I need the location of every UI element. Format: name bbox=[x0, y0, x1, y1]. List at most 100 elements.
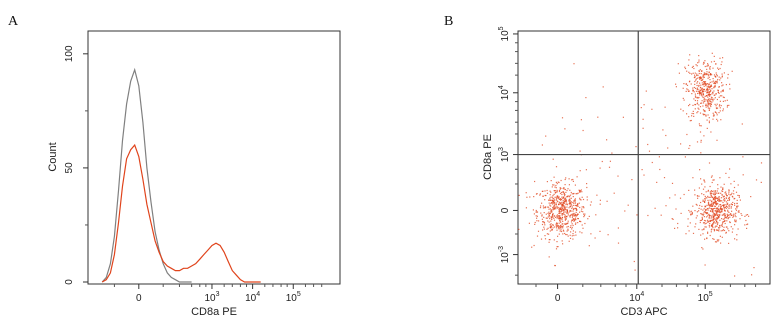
dotplot-point bbox=[703, 85, 705, 87]
dotplot-point bbox=[548, 213, 551, 215]
dotplot-point bbox=[700, 102, 702, 104]
dotplot-point bbox=[671, 182, 674, 184]
dotplot-point bbox=[555, 227, 558, 229]
dotplot-point bbox=[558, 233, 560, 235]
dotplot-point bbox=[544, 207, 546, 209]
dotplot-point bbox=[557, 246, 559, 248]
dotplot-point bbox=[714, 86, 716, 88]
dotplot-point bbox=[559, 212, 561, 215]
dotplot-point bbox=[718, 198, 720, 200]
dotplot-point bbox=[703, 76, 705, 78]
dotplot-point bbox=[695, 90, 698, 92]
dotplot-point bbox=[705, 104, 707, 106]
dotplot-point bbox=[737, 228, 739, 230]
dotplot-x-tick-label: 105 bbox=[698, 291, 713, 304]
dotplot-point bbox=[575, 219, 577, 221]
dotplot-point bbox=[573, 234, 575, 237]
dotplot-point bbox=[554, 206, 556, 208]
dotplot-point bbox=[704, 95, 706, 97]
dotplot-point bbox=[711, 175, 713, 177]
dotplot-point bbox=[712, 209, 714, 211]
dotplot-point bbox=[701, 214, 703, 216]
dotplot-point bbox=[559, 217, 561, 219]
dotplot-point bbox=[576, 205, 578, 207]
dotplot-point bbox=[701, 91, 704, 93]
dotplot-point bbox=[696, 100, 699, 102]
dotplot-point bbox=[716, 82, 718, 84]
dotplot-point bbox=[720, 204, 722, 206]
dotplot-point bbox=[706, 91, 709, 94]
dotplot-point bbox=[532, 209, 534, 211]
dotplot-point bbox=[728, 190, 730, 192]
dotplot-point bbox=[695, 78, 697, 80]
dotplot-point bbox=[582, 227, 584, 229]
dotplot-point bbox=[721, 75, 723, 77]
dotplot-point bbox=[706, 68, 708, 70]
dotplot-point bbox=[707, 221, 709, 223]
dotplot-point bbox=[716, 211, 718, 213]
dotplot-point bbox=[691, 115, 693, 117]
dotplot-point bbox=[663, 177, 666, 179]
dotplot-point bbox=[708, 226, 711, 228]
dotplot-point bbox=[709, 214, 711, 217]
histogram-y-tick-label: 50 bbox=[64, 162, 75, 174]
dotplot-point bbox=[697, 92, 699, 95]
dotplot-point bbox=[730, 183, 732, 185]
dotplot-point bbox=[566, 223, 568, 225]
dotplot-point bbox=[718, 96, 720, 98]
dotplot-point bbox=[721, 90, 723, 92]
dotplot-point bbox=[706, 83, 708, 85]
dotplot-point bbox=[556, 205, 558, 208]
dotplot-point bbox=[689, 145, 691, 147]
dotplot-point bbox=[587, 218, 589, 220]
dotplot-point bbox=[585, 97, 587, 99]
dotplot-point bbox=[698, 96, 700, 99]
dotplot-point bbox=[718, 68, 720, 70]
dotplot-point bbox=[719, 219, 721, 221]
dotplot-point bbox=[556, 225, 559, 227]
dotplot-point bbox=[571, 207, 573, 210]
dotplot-point bbox=[574, 215, 576, 217]
dotplot-point bbox=[707, 64, 709, 66]
dotplot-point bbox=[538, 220, 540, 222]
dotplot-point bbox=[687, 64, 690, 66]
dotplot-point bbox=[550, 210, 552, 212]
dotplot-point bbox=[705, 84, 707, 86]
dotplot-point bbox=[557, 227, 559, 229]
dotplot-point bbox=[549, 204, 551, 206]
dotplot-point bbox=[553, 217, 555, 219]
dotplot-point bbox=[708, 85, 710, 88]
dotplot-point bbox=[707, 202, 709, 204]
dotplot-point bbox=[692, 65, 694, 67]
dotplot-point bbox=[569, 201, 571, 203]
dotplot-point bbox=[721, 82, 723, 84]
dotplot-point bbox=[569, 205, 571, 207]
dotplot-point bbox=[581, 208, 583, 210]
dotplot-point bbox=[713, 179, 715, 181]
dotplot-point bbox=[695, 223, 697, 225]
dotplot-point bbox=[702, 105, 704, 107]
dotplot-point bbox=[561, 240, 563, 242]
dotplot-point bbox=[713, 82, 715, 84]
dotplot-point bbox=[719, 235, 721, 237]
dotplot-point bbox=[581, 206, 583, 208]
dotplot-point bbox=[760, 162, 763, 164]
dotplot-point bbox=[692, 110, 694, 112]
dotplot-point bbox=[710, 85, 713, 87]
dotplot-point bbox=[718, 216, 720, 218]
dotplot-point bbox=[719, 110, 721, 112]
dotplot-point bbox=[601, 160, 603, 163]
dotplot-point bbox=[696, 97, 698, 99]
dotplot-point bbox=[553, 239, 555, 241]
dotplot-point bbox=[584, 213, 586, 215]
dotplot-point bbox=[572, 193, 575, 195]
dotplot-point bbox=[689, 211, 691, 213]
dotplot-point bbox=[712, 78, 714, 80]
dotplot-point bbox=[714, 210, 716, 212]
dotplot-point bbox=[714, 226, 716, 228]
dotplot-point bbox=[696, 73, 698, 75]
dotplot-point bbox=[705, 212, 707, 214]
dotplot-point bbox=[647, 214, 649, 217]
dotplot-point bbox=[564, 198, 566, 201]
dotplot-point bbox=[567, 196, 569, 198]
